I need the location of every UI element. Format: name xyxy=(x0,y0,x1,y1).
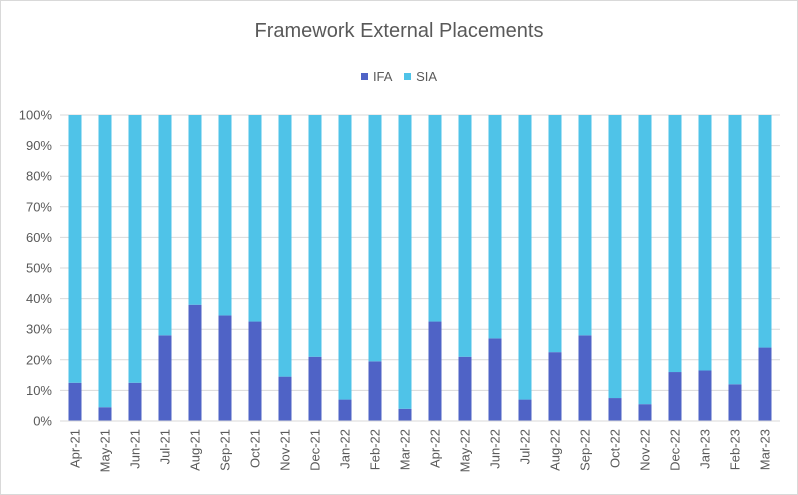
bar-ifa xyxy=(518,399,532,421)
x-tick-label: Oct-22 xyxy=(608,429,623,468)
bar-sia xyxy=(398,115,412,409)
bar-ifa xyxy=(668,372,682,421)
bar-sia xyxy=(518,115,532,400)
bar-sia xyxy=(548,115,562,353)
y-tick-label: 80% xyxy=(26,169,52,184)
y-tick-label: 10% xyxy=(26,383,52,398)
x-tick-label: Jun-21 xyxy=(128,429,143,469)
x-tick-label: Nov-21 xyxy=(278,429,293,471)
bar-sia xyxy=(668,115,682,373)
bar-ifa xyxy=(458,356,472,421)
x-tick-label: Apr-22 xyxy=(428,429,443,468)
bar-ifa xyxy=(338,399,352,421)
bar-sia xyxy=(458,115,472,357)
bar-ifa xyxy=(398,408,412,421)
x-tick-label: Apr-21 xyxy=(68,429,83,468)
legend-swatch-sia xyxy=(404,73,412,80)
bar-ifa xyxy=(488,338,502,421)
bar-ifa xyxy=(158,335,172,421)
x-tick-label: Mar-22 xyxy=(398,429,413,470)
bar-ifa xyxy=(98,407,112,421)
bar-sia xyxy=(368,115,382,362)
x-tick-label: Feb-22 xyxy=(368,429,383,470)
bar-ifa xyxy=(728,384,742,421)
y-tick-label: 20% xyxy=(26,352,52,367)
y-tick-label: 100% xyxy=(19,108,53,123)
bar-ifa xyxy=(548,352,562,421)
bar-sia xyxy=(608,115,622,399)
bar-sia xyxy=(698,115,712,371)
bar-ifa xyxy=(278,376,292,421)
bar-sia xyxy=(218,115,232,316)
bar-sia xyxy=(338,115,352,400)
bar-sia xyxy=(278,115,292,377)
bar-ifa xyxy=(638,404,652,421)
y-tick-label: 90% xyxy=(26,138,52,153)
bar-sia xyxy=(488,115,502,339)
bar-sia xyxy=(158,115,172,336)
bar-ifa xyxy=(608,398,622,421)
bar-sia xyxy=(308,115,322,357)
x-tick-label: Jul-22 xyxy=(518,429,533,464)
chart-legend: IFA SIA xyxy=(0,68,798,84)
bar-sia xyxy=(638,115,652,405)
bar-ifa xyxy=(68,382,82,421)
y-tick-label: 40% xyxy=(26,291,52,306)
bar-ifa xyxy=(758,347,772,421)
x-tick-label: Nov-22 xyxy=(638,429,653,471)
bar-sia xyxy=(758,115,772,348)
bar-sia xyxy=(428,115,442,322)
legend-item-ifa: IFA xyxy=(360,69,393,84)
bar-ifa xyxy=(248,321,262,421)
bar-sia xyxy=(728,115,742,385)
x-tick-label: Sep-21 xyxy=(218,429,233,471)
x-tick-label: Mar-23 xyxy=(758,429,773,470)
legend-label-ifa: IFA xyxy=(372,69,393,84)
x-tick-label: Dec-22 xyxy=(668,429,683,471)
bar-ifa xyxy=(128,382,142,421)
bar-ifa xyxy=(368,361,382,421)
bar-ifa xyxy=(188,304,202,421)
x-tick-label: Aug-22 xyxy=(548,429,563,471)
x-tick-label: Feb-23 xyxy=(728,429,743,470)
legend-item-sia: SIA xyxy=(404,69,437,84)
x-tick-label: May-21 xyxy=(98,429,113,472)
bar-sia xyxy=(68,115,82,383)
x-tick-label: Dec-21 xyxy=(308,429,323,471)
bar-ifa xyxy=(218,315,232,421)
legend-label-sia: SIA xyxy=(416,69,438,84)
bar-sia xyxy=(128,115,142,383)
x-tick-label: May-22 xyxy=(458,429,473,472)
x-tick-label: Aug-21 xyxy=(188,429,203,471)
y-tick-label: 70% xyxy=(26,199,52,214)
bar-sia xyxy=(248,115,262,322)
y-tick-label: 0% xyxy=(33,414,52,429)
x-tick-label: Oct-21 xyxy=(248,429,263,468)
legend-swatch-ifa xyxy=(360,73,368,80)
x-tick-label: Jun-22 xyxy=(488,429,503,469)
bar-ifa xyxy=(428,321,442,421)
y-tick-label: 60% xyxy=(26,230,52,245)
bar-sia xyxy=(98,115,112,408)
bar-sia xyxy=(578,115,592,336)
bar-ifa xyxy=(308,356,322,421)
bar-ifa xyxy=(578,335,592,421)
x-tick-label: Jan-23 xyxy=(698,429,713,469)
bar-ifa xyxy=(698,370,712,421)
y-tick-label: 50% xyxy=(26,261,52,276)
y-tick-label: 30% xyxy=(26,322,52,337)
x-tick-label: Jul-21 xyxy=(158,429,173,464)
x-tick-label: Sep-22 xyxy=(578,429,593,471)
chart-title: Framework External Placements xyxy=(254,20,544,42)
x-tick-label: Jan-22 xyxy=(338,429,353,469)
bar-sia xyxy=(188,115,202,305)
